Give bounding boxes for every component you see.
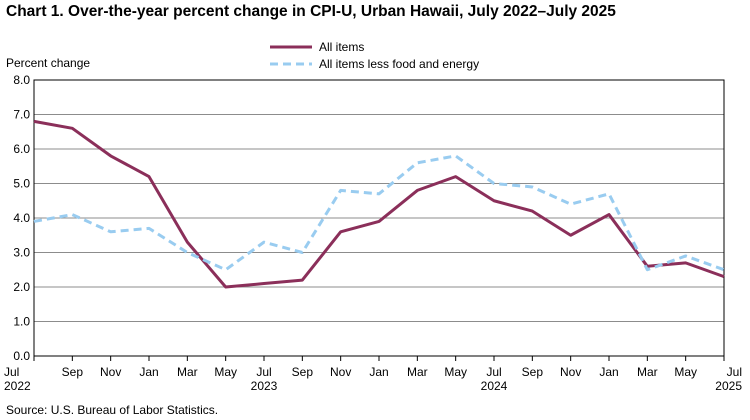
y-tick-label: 8.0 [13, 73, 30, 87]
legend: All items All items less food and energy [270, 40, 479, 71]
x-tick-label: Jul [486, 365, 501, 379]
x-tick-label: Mar [177, 365, 198, 379]
series-line-core [33, 154, 725, 272]
legend-label: All items [319, 40, 364, 54]
axes: 0.0 1.0 2.0 3.0 4.0 5.0 6.0 7.0 8.0 Jul Sep Nov Jan M… [4, 73, 742, 393]
x-year-label: 2022 [4, 379, 31, 393]
legend-label: All items less food and energy [319, 57, 479, 71]
x-tick-label: Sep [62, 365, 84, 379]
x-tick-label: Jul [4, 365, 19, 379]
x-tick-label: Jan [139, 365, 158, 379]
y-tick-label: 1.0 [13, 315, 30, 329]
x-tick-label: Jan [369, 365, 388, 379]
x-year-label: 2023 [251, 379, 278, 393]
x-tick-label: Mar [407, 365, 428, 379]
source-note: Source: U.S. Bureau of Labor Statistics. [6, 403, 219, 417]
x-tick-label: Jul [727, 365, 742, 379]
y-tick-label: 6.0 [13, 142, 30, 156]
x-tick-label: Sep [522, 365, 544, 379]
x-tick-label: Nov [100, 365, 121, 379]
y-tick-label: 4.0 [13, 211, 30, 225]
x-tick-label: May [444, 365, 467, 379]
y-tick-label: 0.0 [13, 349, 30, 363]
y-tick-label: 5.0 [13, 177, 30, 191]
x-tick-label: May [674, 365, 697, 379]
x-tick-label: Jul [256, 365, 271, 379]
x-tick-label: Nov [330, 365, 351, 379]
x-year-label: 2024 [481, 379, 508, 393]
x-tick-label: Jan [599, 365, 618, 379]
y-tick-label: 7.0 [13, 108, 30, 122]
y-axis-label: Percent change [6, 56, 90, 70]
chart-title: Chart 1. Over-the-year percent change in… [6, 3, 616, 20]
gridlines [34, 114, 724, 322]
y-tick-label: 3.0 [13, 246, 30, 260]
y-tick-label: 2.0 [13, 280, 30, 294]
x-tick-label: Mar [637, 365, 658, 379]
x-tick-label: Nov [560, 365, 581, 379]
x-year-label: 2025 [715, 379, 742, 393]
x-tick-label: May [214, 365, 237, 379]
series-line-all-items [33, 119, 725, 289]
series [33, 119, 725, 289]
x-tick-label: Sep [292, 365, 314, 379]
